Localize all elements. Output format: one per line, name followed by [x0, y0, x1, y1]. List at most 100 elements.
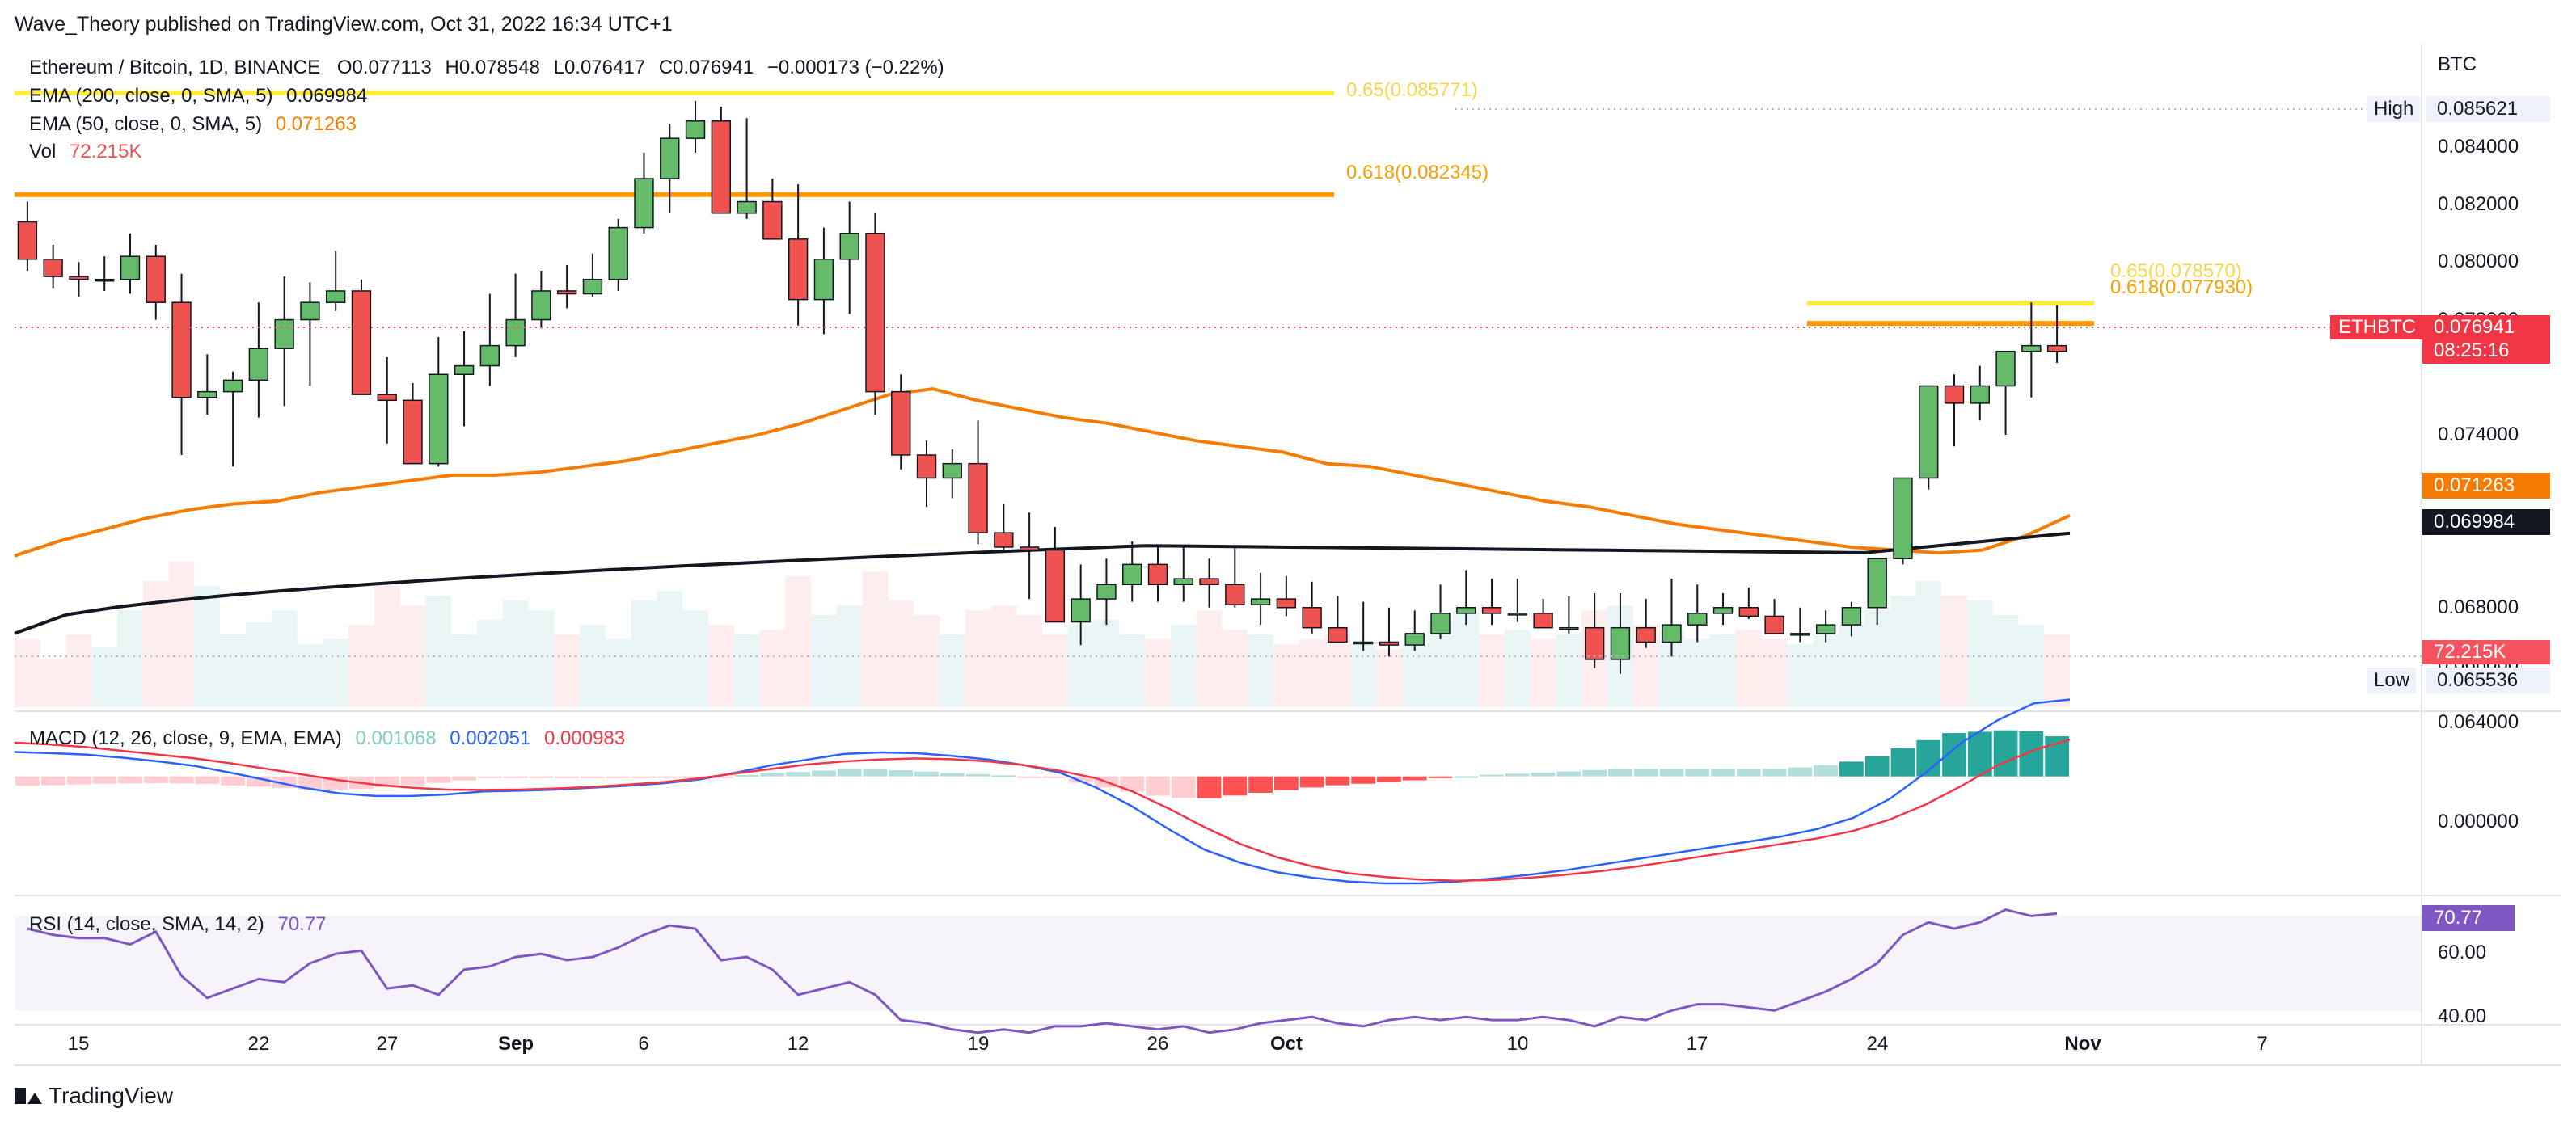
candle[interactable] — [1559, 596, 1579, 634]
candle[interactable] — [43, 244, 63, 289]
candle[interactable] — [942, 449, 962, 499]
candle[interactable] — [813, 227, 834, 335]
candle[interactable] — [1019, 512, 1040, 600]
volume-bar — [682, 610, 708, 707]
candle[interactable] — [1687, 584, 1708, 643]
candle[interactable] — [685, 100, 706, 153]
volume-bar — [1813, 634, 1839, 707]
legend-ema50-row[interactable]: EMA (50, close, 0, SMA, 5) 0.071263 — [29, 113, 357, 136]
candle[interactable] — [1764, 599, 1784, 634]
candle[interactable] — [300, 282, 320, 386]
macd-histogram-bar — [66, 776, 91, 785]
candle[interactable] — [1096, 558, 1117, 626]
candle[interactable] — [865, 213, 885, 415]
candle[interactable] — [1122, 541, 1142, 602]
candle[interactable] — [968, 420, 988, 545]
candle[interactable] — [1173, 546, 1193, 602]
candle[interactable] — [1919, 385, 1939, 490]
candle[interactable] — [556, 264, 577, 309]
candle[interactable] — [1944, 374, 1965, 447]
legend-symbol-row[interactable]: Ethereum / Bitcoin, 1D, BINANCE O0.07711… — [29, 57, 944, 79]
candle[interactable] — [737, 118, 757, 219]
candle[interactable] — [1250, 573, 1271, 626]
candle[interactable] — [1481, 579, 1502, 626]
ema200-line[interactable] — [14, 531, 2071, 635]
candle[interactable] — [1867, 558, 1887, 626]
candle[interactable] — [1815, 610, 1836, 643]
high-tag: High — [2367, 96, 2421, 122]
candle[interactable] — [222, 371, 243, 467]
candle[interactable] — [69, 262, 89, 297]
candle[interactable] — [634, 152, 654, 234]
candle[interactable] — [916, 440, 937, 508]
candle[interactable] — [1328, 596, 1348, 643]
rsi-band — [15, 916, 2422, 1011]
candle[interactable] — [1712, 592, 1734, 626]
candle[interactable] — [660, 124, 680, 213]
candle[interactable] — [1430, 584, 1451, 639]
candle[interactable] — [479, 293, 500, 386]
candle[interactable] — [608, 218, 628, 291]
candle[interactable] — [1738, 587, 1759, 620]
candle[interactable] — [1533, 599, 1553, 629]
candle[interactable] — [1636, 599, 1656, 648]
candle[interactable] — [994, 504, 1014, 550]
candle[interactable] — [351, 279, 372, 395]
candle[interactable] — [839, 201, 859, 314]
candle[interactable] — [1610, 592, 1631, 674]
ema50-line[interactable] — [14, 387, 2071, 558]
candle[interactable] — [1353, 601, 1374, 651]
candle[interactable] — [2046, 305, 2067, 364]
candle[interactable] — [1379, 607, 1400, 657]
candle[interactable] — [171, 273, 192, 455]
candle[interactable] — [1302, 581, 1322, 634]
candle[interactable] — [1507, 579, 1528, 622]
candle[interactable] — [1662, 579, 1682, 657]
macd-legend[interactable]: MACD (12, 26, close, 9, EMA, EMA) 0.0010… — [29, 727, 625, 750]
tradingview-brand[interactable]: TradingView — [15, 1083, 173, 1109]
macd-histogram-bar — [1505, 773, 1530, 777]
volume-bar — [1401, 644, 1428, 707]
candle[interactable] — [1995, 351, 2016, 436]
candle[interactable] — [582, 253, 603, 297]
candle[interactable] — [1199, 558, 1219, 608]
candle[interactable] — [1045, 527, 1066, 623]
macd-histogram-bar — [1068, 776, 1093, 783]
candle[interactable] — [2021, 302, 2042, 398]
candle[interactable] — [1790, 607, 1810, 643]
candle[interactable] — [17, 201, 38, 272]
candle[interactable] — [95, 256, 115, 291]
candle[interactable] — [274, 276, 294, 407]
candle[interactable] — [1404, 610, 1425, 651]
candle[interactable] — [403, 382, 423, 465]
candle[interactable] — [1893, 477, 1913, 565]
candle[interactable] — [325, 251, 346, 311]
candle[interactable] — [248, 302, 269, 418]
macd-signal-line[interactable] — [14, 738, 2071, 883]
rsi-legend[interactable]: RSI (14, close, SMA, 14, 2) 70.77 — [29, 913, 327, 936]
candle[interactable] — [891, 374, 911, 470]
candle[interactable] — [1225, 546, 1245, 608]
candle[interactable] — [531, 271, 551, 329]
candle[interactable] — [429, 336, 449, 467]
candle[interactable] — [1841, 601, 1862, 637]
volume-bar — [40, 659, 66, 707]
candle[interactable] — [762, 179, 783, 240]
candle[interactable] — [1071, 564, 1091, 646]
candle[interactable] — [505, 273, 526, 357]
legend-ema200-row[interactable]: EMA (200, close, 0, SMA, 5) 0.069984 — [29, 85, 367, 107]
candle[interactable] — [1276, 575, 1297, 617]
legend-vol-row[interactable]: Vol 72.215K — [29, 141, 141, 163]
rsi-line[interactable] — [27, 908, 2058, 1034]
candle[interactable] — [197, 354, 217, 415]
candle[interactable] — [711, 106, 732, 214]
candle[interactable] — [146, 244, 166, 320]
candle[interactable] — [788, 184, 809, 326]
candle[interactable] — [1147, 544, 1168, 602]
candle[interactable] — [120, 233, 141, 294]
candle[interactable] — [454, 331, 475, 427]
candle[interactable] — [377, 356, 397, 444]
candle[interactable] — [1970, 365, 1990, 421]
candle[interactable] — [1456, 570, 1476, 626]
